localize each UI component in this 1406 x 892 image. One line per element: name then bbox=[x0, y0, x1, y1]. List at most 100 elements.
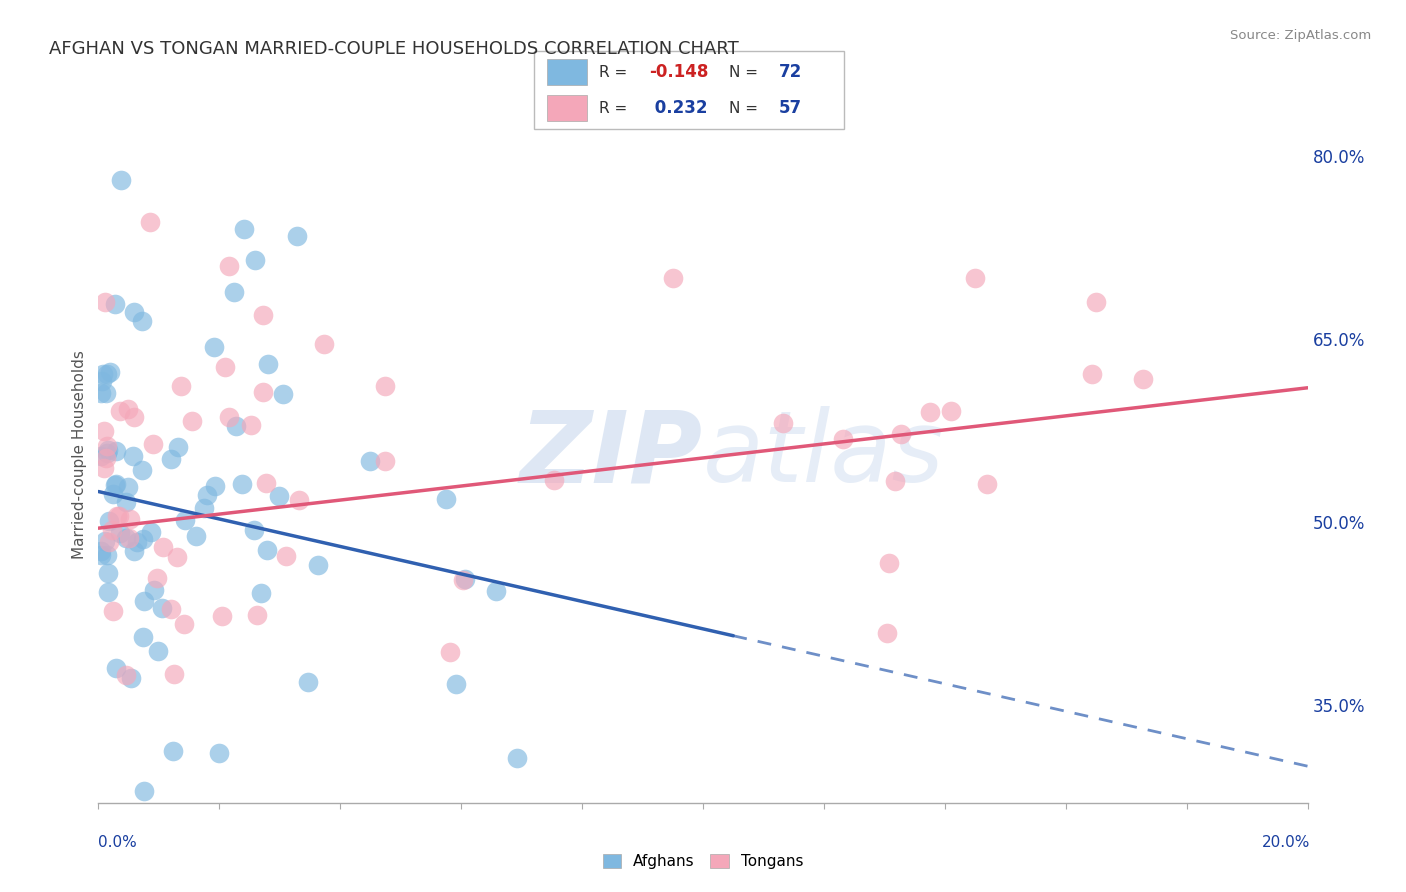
Text: AFGHAN VS TONGAN MARRIED-COUPLE HOUSEHOLDS CORRELATION CHART: AFGHAN VS TONGAN MARRIED-COUPLE HOUSEHOL… bbox=[49, 40, 740, 58]
Point bbox=[115, 531, 138, 545]
Point bbox=[139, 525, 162, 540]
Point bbox=[146, 571, 169, 585]
Point bbox=[94, 295, 117, 310]
Text: N =: N = bbox=[730, 64, 763, 79]
Text: R =: R = bbox=[599, 101, 633, 116]
Point bbox=[444, 677, 467, 691]
Point bbox=[256, 542, 278, 557]
Point bbox=[90, 449, 112, 463]
Point bbox=[131, 533, 153, 547]
Point bbox=[122, 544, 145, 558]
Point bbox=[118, 512, 141, 526]
Point bbox=[94, 451, 117, 466]
Point bbox=[90, 374, 112, 388]
Point bbox=[90, 386, 112, 401]
Point bbox=[97, 584, 120, 599]
Point bbox=[110, 173, 132, 187]
Point bbox=[506, 751, 529, 765]
Point bbox=[218, 259, 240, 273]
Point bbox=[434, 491, 457, 506]
Point bbox=[965, 271, 987, 285]
Point bbox=[485, 583, 508, 598]
Point bbox=[98, 535, 121, 549]
Point bbox=[159, 451, 181, 466]
Point bbox=[252, 384, 274, 399]
Point bbox=[173, 513, 195, 527]
Point bbox=[374, 379, 396, 393]
Point bbox=[104, 444, 127, 458]
Point bbox=[297, 674, 319, 689]
Point bbox=[94, 385, 117, 400]
Text: ZIP: ZIP bbox=[520, 407, 703, 503]
Point bbox=[117, 480, 139, 494]
Point bbox=[920, 405, 942, 419]
Point bbox=[160, 601, 183, 615]
Point bbox=[142, 437, 165, 451]
Point bbox=[269, 489, 291, 503]
Point bbox=[222, 285, 245, 299]
Point bbox=[105, 508, 128, 523]
Point bbox=[90, 549, 112, 563]
Point bbox=[451, 573, 474, 587]
Text: 57: 57 bbox=[779, 99, 801, 117]
Point bbox=[107, 508, 129, 523]
Point bbox=[214, 360, 236, 375]
Point bbox=[93, 461, 115, 475]
Point bbox=[312, 337, 335, 351]
Point bbox=[231, 477, 253, 491]
Point bbox=[274, 549, 297, 563]
Point bbox=[890, 427, 912, 442]
Point bbox=[131, 314, 153, 328]
Point bbox=[104, 297, 127, 311]
Point bbox=[211, 608, 233, 623]
Point bbox=[243, 252, 266, 267]
Point bbox=[152, 540, 174, 554]
FancyBboxPatch shape bbox=[534, 51, 844, 129]
FancyBboxPatch shape bbox=[547, 95, 586, 121]
Point bbox=[162, 667, 184, 681]
Point bbox=[134, 783, 156, 797]
Point bbox=[271, 387, 294, 401]
FancyBboxPatch shape bbox=[547, 59, 586, 86]
Point bbox=[239, 418, 262, 433]
Point bbox=[218, 410, 240, 425]
Point bbox=[125, 535, 148, 549]
Point bbox=[204, 479, 226, 493]
Point bbox=[93, 368, 115, 382]
Point bbox=[169, 378, 191, 392]
Point bbox=[98, 365, 121, 379]
Point bbox=[359, 454, 381, 468]
Point bbox=[132, 593, 155, 607]
Legend: Afghans, Tongans: Afghans, Tongans bbox=[596, 848, 810, 875]
Point bbox=[97, 442, 120, 457]
Point bbox=[124, 305, 146, 319]
Point bbox=[543, 473, 565, 487]
Point bbox=[1081, 367, 1104, 381]
Point bbox=[162, 744, 184, 758]
Point bbox=[104, 477, 127, 491]
Point bbox=[97, 566, 120, 580]
Point bbox=[254, 476, 277, 491]
Point bbox=[108, 404, 131, 418]
Point bbox=[139, 215, 162, 229]
Point bbox=[941, 404, 963, 418]
Point bbox=[202, 339, 225, 353]
Point bbox=[93, 424, 115, 438]
Point bbox=[121, 671, 143, 685]
Point bbox=[96, 368, 118, 382]
Point bbox=[662, 271, 685, 285]
Point bbox=[1085, 295, 1108, 310]
Point bbox=[118, 531, 141, 545]
Point bbox=[173, 617, 195, 632]
Point bbox=[167, 440, 190, 454]
Point bbox=[772, 416, 794, 430]
Point bbox=[181, 414, 204, 428]
Point bbox=[233, 222, 256, 236]
Point bbox=[193, 501, 215, 516]
Text: 0.232: 0.232 bbox=[648, 99, 707, 117]
Point bbox=[101, 487, 124, 501]
Point bbox=[879, 556, 901, 570]
Point bbox=[146, 644, 169, 658]
Text: N =: N = bbox=[730, 101, 763, 116]
Point bbox=[117, 401, 139, 416]
